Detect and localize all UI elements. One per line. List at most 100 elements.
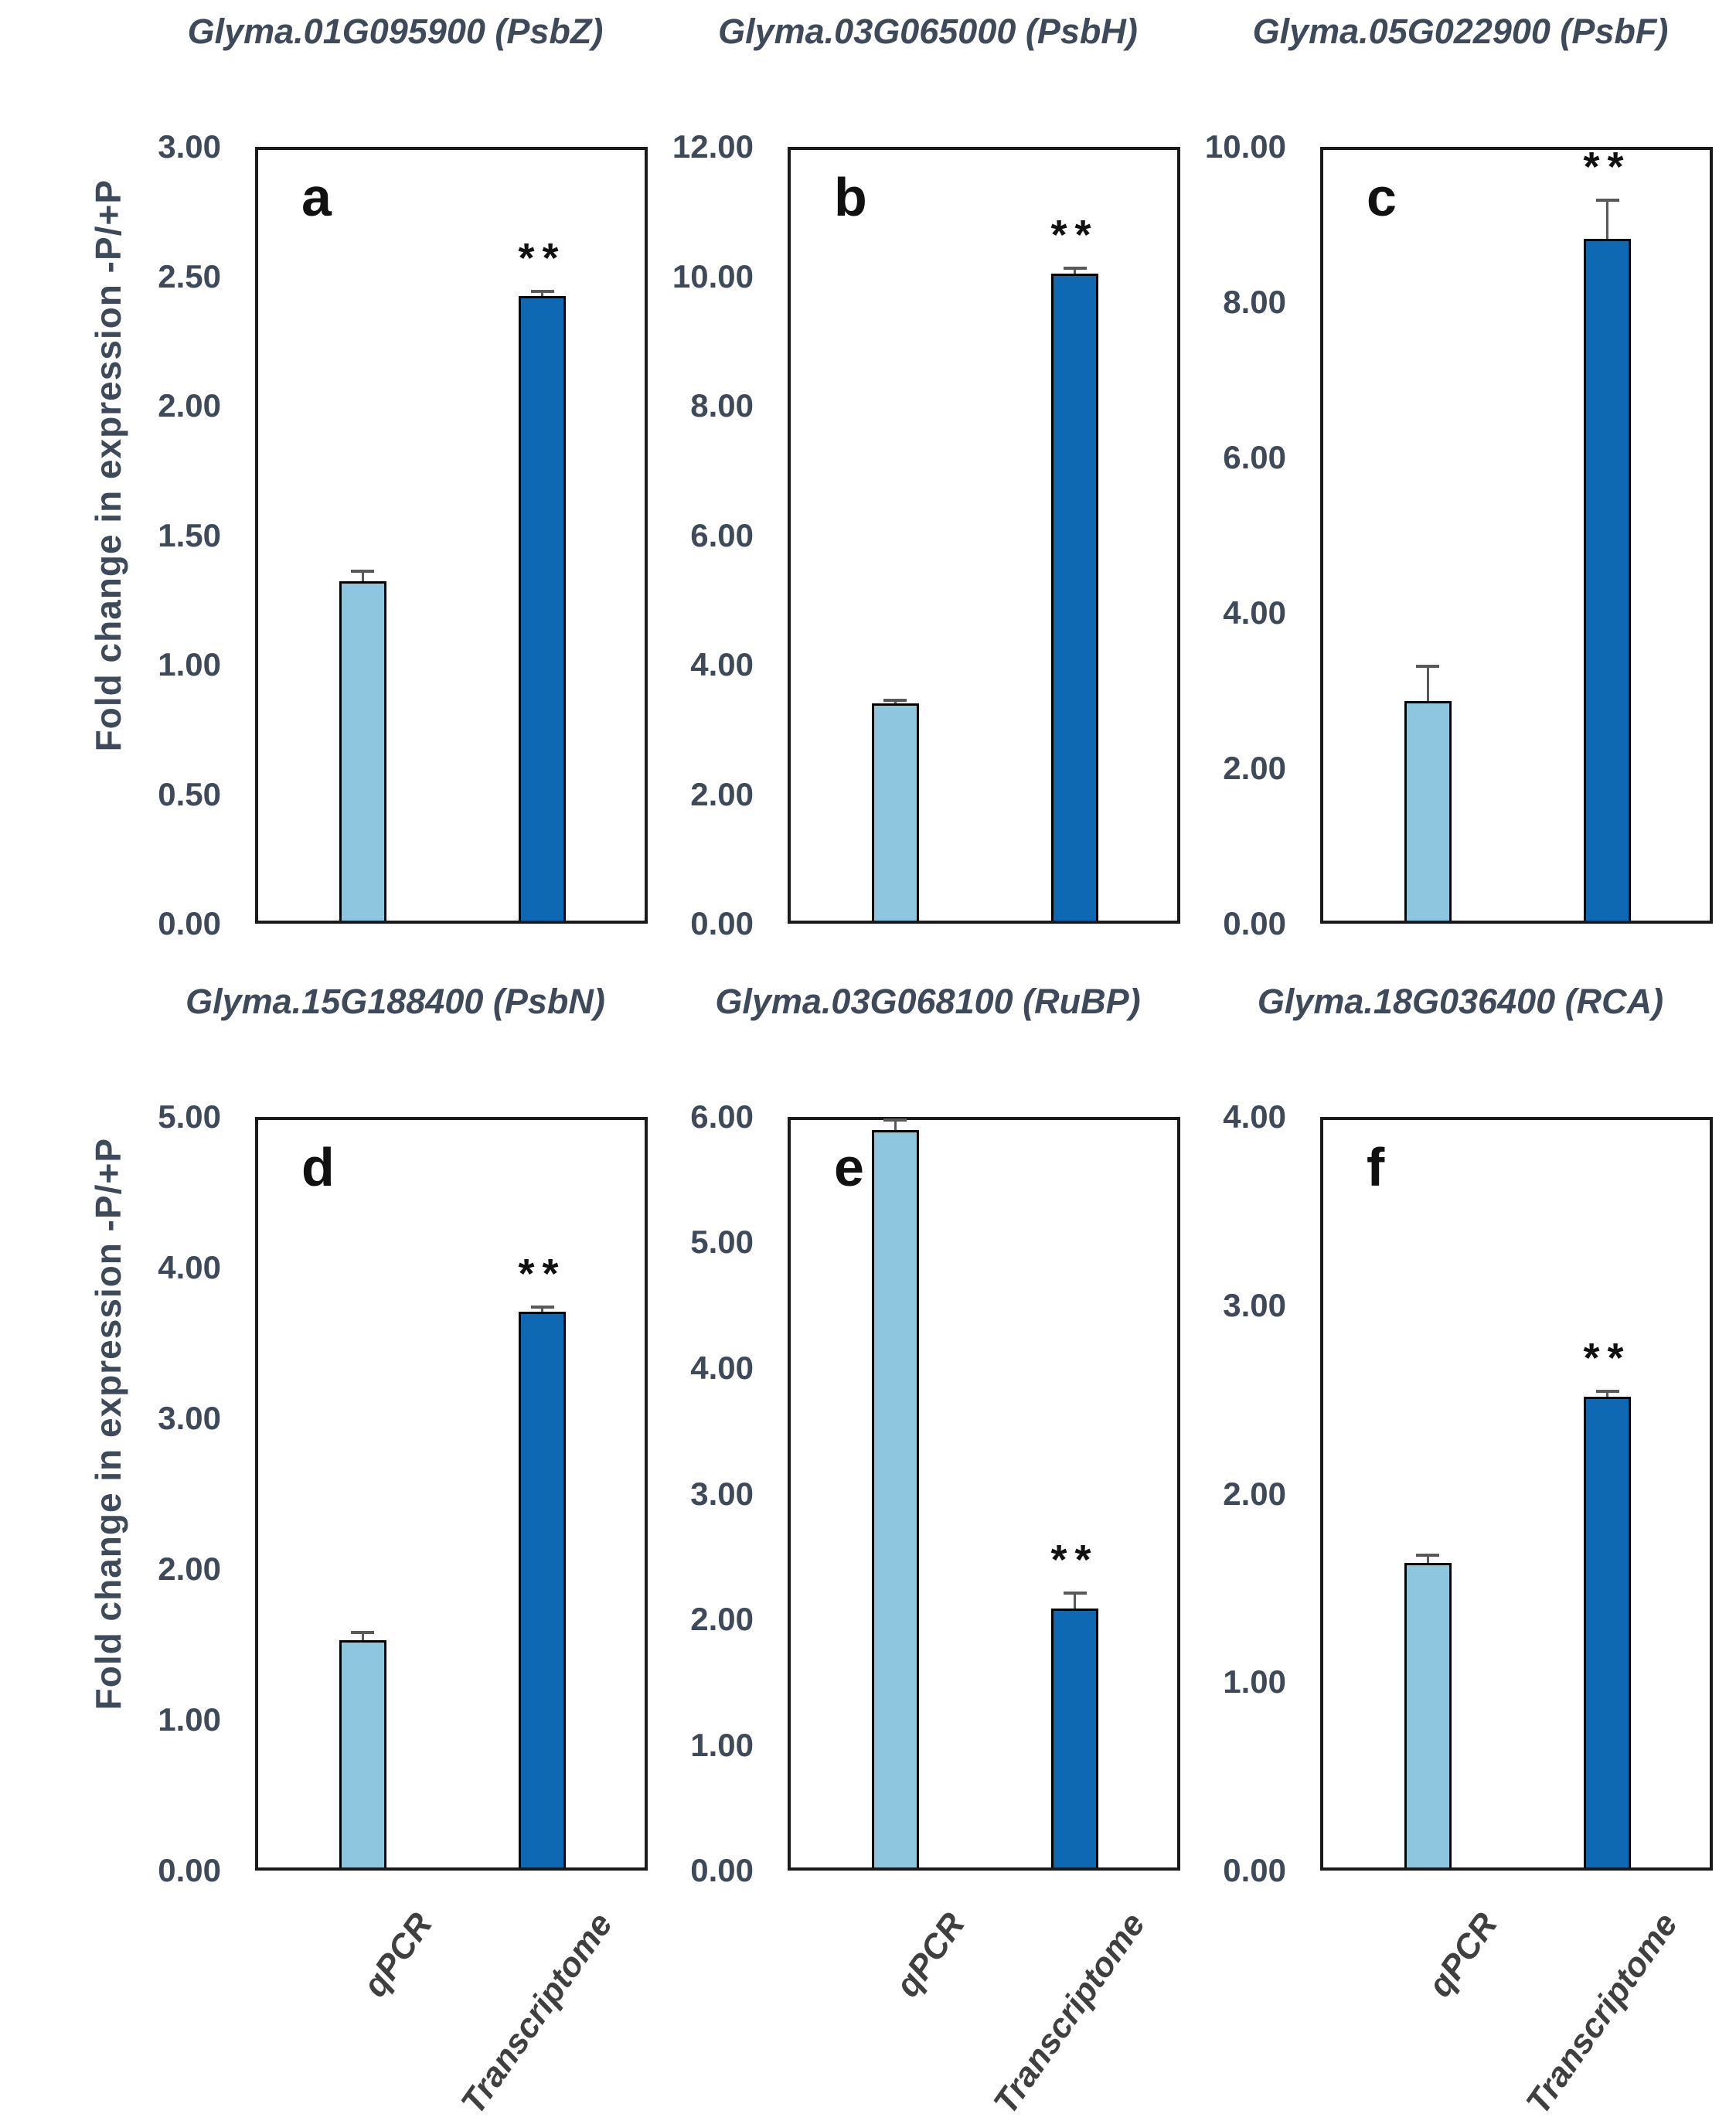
y-axis-tick-label: 0.00: [690, 1852, 754, 1888]
panel-letter: b: [834, 167, 867, 227]
chart-row-top: Fold change in expression -P/+P Glyma.01…: [73, 8, 1736, 941]
y-axis-tick-label: 1.00: [1223, 1663, 1286, 1701]
y-axis-title: Fold change in expression -P/+P: [88, 179, 128, 752]
error-bar-stem: [1606, 199, 1608, 239]
error-bar-cap: [351, 570, 374, 574]
error-bar-cap: [1416, 665, 1439, 668]
y-axis-tick-label: 4.00: [690, 646, 754, 683]
y-axis-tick-label: 3.00: [158, 1400, 221, 1436]
x-axis-tick-label: Transcriptome: [453, 1906, 620, 2121]
y-axis-tick-labels: 0.00 1.00 2.00 3.00 4.00 5.00 6.00: [676, 1098, 788, 1888]
y-axis-tick-label: 0.00: [1223, 905, 1286, 941]
qpcr-bar: [1404, 1562, 1452, 1867]
y-axis-tick-labels: 0.00 2.00 4.00 6.00 8.00 10.00 12.00: [672, 128, 788, 941]
y-axis-tick-label: 3.00: [158, 128, 221, 165]
y-axis-tick-label: 1.00: [158, 1701, 221, 1738]
error-bar-cap: [1416, 1554, 1439, 1558]
y-axis-tick-label: 0.00: [158, 1852, 221, 1888]
y-axis-title-column: Fold change in expression -P/+P: [73, 8, 143, 924]
x-axis-labels: qPCR Transcriptome: [1323, 1867, 1710, 2121]
y-axis-tick-label: 5.00: [158, 1098, 221, 1135]
error-bar-stem: [361, 1632, 364, 1641]
x-axis-tick-label: qPCR: [888, 1906, 973, 2004]
y-axis-tick-label: 0.00: [1223, 1852, 1286, 1888]
error-bar-cap: [1063, 266, 1087, 270]
y-axis-tick-label: 0.50: [158, 775, 221, 812]
y-axis-tick-label: 4.00: [690, 1349, 754, 1386]
error-bar-cap: [1595, 198, 1619, 202]
chart-title: Glyma.05G022900 (PsbF): [1252, 12, 1669, 51]
panel-letter: c: [1367, 167, 1397, 227]
y-axis-tick-label: 3.00: [690, 1475, 754, 1512]
transcriptome-bar: [1584, 238, 1631, 921]
y-axis-tick-label: 8.00: [1223, 284, 1286, 320]
y-axis-tick-labels: 0.00 0.50 1.00 1.50 2.00 2.50 3.00: [143, 128, 255, 941]
y-axis-tick-label: 2.50: [158, 257, 221, 294]
significance-marker: **: [1050, 1537, 1099, 1584]
y-axis-tick-label: 1.00: [158, 646, 221, 683]
chart-title: Glyma.18G036400 (RCA): [1257, 982, 1664, 1021]
chart-body: 0.00 0.50 1.00 1.50 2.00 2.50 3.00 a **: [143, 128, 648, 941]
x-axis-labels: qPCR Transcriptome: [791, 1867, 1177, 2121]
error-bar-stem: [1426, 666, 1429, 701]
y-axis-tick-label: 10.00: [672, 257, 754, 294]
x-axis-tick-label: Transcriptome: [985, 1906, 1152, 2121]
qpcr-bar: [871, 1129, 919, 1867]
y-axis-tick-label: 1.00: [690, 1726, 754, 1763]
y-axis-tick-label: 12.00: [672, 128, 754, 165]
y-axis-tick-label: 4.00: [1223, 1098, 1286, 1135]
x-axis-tick-label: qPCR: [356, 1906, 441, 2004]
y-axis-tick-label: 2.00: [158, 1551, 221, 1587]
error-bar-stem: [541, 1306, 543, 1312]
chart-body: 0.00 2.00 4.00 6.00 8.00 10.00 c **: [1205, 128, 1713, 941]
error-bar-stem: [541, 291, 543, 297]
y-axis-tick-label: 6.00: [690, 516, 754, 553]
plot-area: f ** qPCR Transcriptome: [1320, 1117, 1713, 2121]
qpcr-bar: [1404, 700, 1452, 921]
chart-title: Glyma.15G188400 (PsbN): [186, 982, 605, 1021]
panel-letter: e: [834, 1137, 864, 1197]
figure-page: Fold change in expression -P/+P Glyma.01…: [73, 8, 1736, 2121]
chart-title: Glyma.01G095900 (PsbZ): [187, 12, 604, 51]
transcriptome-bar: [1051, 273, 1098, 921]
y-axis-tick-label: 4.00: [158, 1249, 221, 1285]
y-axis-title: Fold change in expression -P/+P: [88, 1138, 128, 1711]
y-axis-tick-label: 6.00: [1223, 439, 1286, 475]
y-axis-tick-labels: 0.00 2.00 4.00 6.00 8.00 10.00: [1205, 128, 1320, 941]
error-bar-cap: [530, 1305, 554, 1309]
error-bar-stem: [1426, 1555, 1429, 1563]
y-axis-tick-label: 3.00: [1223, 1286, 1286, 1323]
chart-body: 0.00 1.00 2.00 3.00 4.00 f ** qPCR Transcripto…: [1208, 1098, 1713, 2121]
y-axis-tick-label: 10.00: [1204, 128, 1286, 165]
error-bar-stem: [1074, 1593, 1076, 1609]
panel-letter: d: [301, 1137, 335, 1197]
chart-body: 0.00 1.00 2.00 3.00 4.00 5.00 d ** qPCR Transcr…: [143, 1098, 648, 2121]
significance-marker: **: [1583, 1334, 1632, 1381]
qpcr-bar: [339, 1640, 386, 1867]
error-bar-cap: [1063, 1592, 1087, 1595]
significance-marker: **: [518, 234, 567, 281]
chart-panel-d: Glyma.15G188400 (PsbN) 0.00 1.00 2.00 3.00 4…: [143, 978, 648, 2121]
y-axis-tick-label: 8.00: [690, 387, 754, 424]
plot-area: a **: [255, 147, 648, 924]
chart-panel-e: Glyma.03G068100 (RuBP) 0.00 1.00 2.00 3.00 4…: [676, 978, 1180, 2121]
chart-panel-a: Glyma.01G095900 (PsbZ) 0.00 0.50 1.00 1.50 2…: [143, 8, 648, 941]
chart-title: Glyma.03G068100 (RuBP): [715, 982, 1141, 1021]
significance-marker: **: [518, 1250, 567, 1297]
error-bar-stem: [894, 1120, 897, 1130]
y-axis-tick-label: 4.00: [1223, 594, 1286, 631]
error-bar-cap: [883, 1118, 907, 1122]
y-axis-tick-label: 0.00: [690, 905, 754, 941]
y-axis-tick-label: 2.00: [1223, 750, 1286, 786]
y-axis-tick-label: 2.00: [690, 775, 754, 812]
y-axis-tick-label: 6.00: [690, 1098, 754, 1135]
plot-area: e ** qPCR Transcriptome: [788, 1117, 1180, 2121]
panel-letter: f: [1367, 1137, 1385, 1197]
transcriptome-bar: [519, 1311, 566, 1867]
chart-panel-f: Glyma.18G036400 (RCA) 0.00 1.00 2.00 3.00 4.…: [1208, 978, 1713, 2121]
error-bar-stem: [361, 571, 364, 582]
transcriptome-bar: [519, 296, 566, 921]
chart-row-bottom: Fold change in expression -P/+P Glyma.15…: [73, 978, 1736, 2121]
chart-body: 0.00 2.00 4.00 6.00 8.00 10.00 12.00 b **: [672, 128, 1180, 941]
qpcr-bar: [871, 703, 919, 921]
